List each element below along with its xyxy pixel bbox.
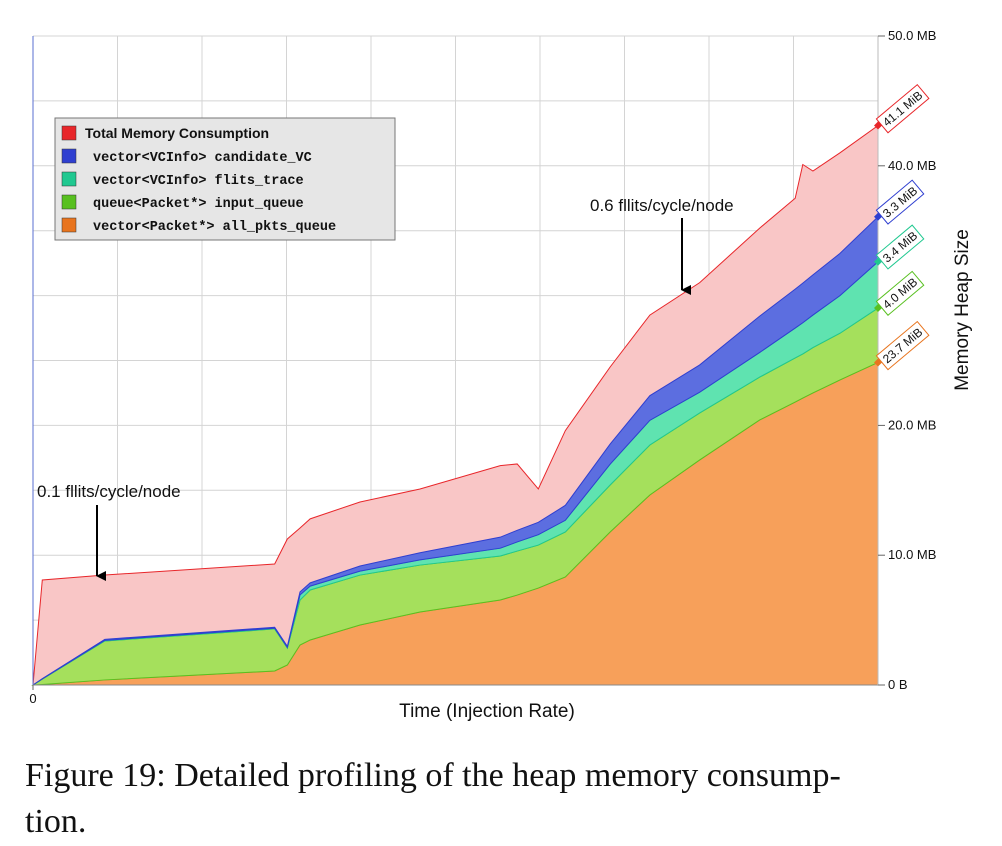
- legend-swatch: [61, 217, 77, 233]
- value-label: 3.4 MiB: [875, 224, 925, 270]
- value-label-text: 41.1 MiB: [880, 88, 925, 129]
- annotation: 0.1 fllits/cycle/node: [37, 482, 181, 581]
- value-label-box: [875, 83, 930, 134]
- y-tick-label: 20.0 MB: [888, 417, 936, 432]
- y-tick-label: 10.0 MB: [888, 547, 936, 562]
- legend-swatch: [61, 171, 77, 187]
- caption: tion.: [25, 803, 86, 840]
- legend-label: vector<VCInfo> flits_trace: [93, 174, 304, 189]
- legend-label: vector<Packet*> all_pkts_queue: [93, 220, 336, 235]
- value-label-text: 23.7 MiB: [880, 325, 925, 366]
- legend-label: Total Memory Consumption: [85, 125, 269, 141]
- value-label-box: [875, 179, 925, 225]
- x-axis-label: Time (Injection Rate): [399, 701, 575, 722]
- annotation: 0.6 fllits/cycle/node: [590, 196, 734, 295]
- y-tick-label: 50.0 MB: [888, 28, 936, 43]
- y-axis-label: Memory Heap Size: [952, 229, 973, 391]
- value-label: 4.0 MiB: [875, 270, 925, 316]
- x-tick-label: 0: [29, 691, 36, 706]
- value-label-box: [875, 224, 925, 270]
- annotation-text: 0.1 fllits/cycle/node: [37, 482, 181, 501]
- caption: Figure 19: Detailed profiling of the hea…: [25, 757, 841, 794]
- legend-label: queue<Packet*> input_queue: [93, 197, 304, 212]
- value-label-box: [875, 270, 925, 316]
- legend: Total Memory Consumption vector<VCInfo> c…: [54, 117, 396, 241]
- value-label: 41.1 MiB: [875, 83, 930, 134]
- axes: 0 B 10.0 MB 20.0 MB 40.0 MB 50.0 MB 0: [29, 28, 936, 706]
- legend-swatch: [61, 148, 77, 164]
- legend-swatch: [61, 194, 77, 210]
- value-label-box: [875, 320, 930, 371]
- legend-swatch: [61, 125, 77, 141]
- annotation-text: 0.6 fllits/cycle/node: [590, 196, 734, 215]
- y-tick-label: 40.0 MB: [888, 158, 936, 173]
- legend-box: [54, 117, 396, 241]
- value-label: 3.3 MiB: [875, 179, 925, 225]
- legend-label: vector<VCInfo> candidate_VC: [93, 151, 312, 166]
- y-tick-label: 0 B: [888, 677, 908, 692]
- value-label: 23.7 MiB: [875, 320, 930, 371]
